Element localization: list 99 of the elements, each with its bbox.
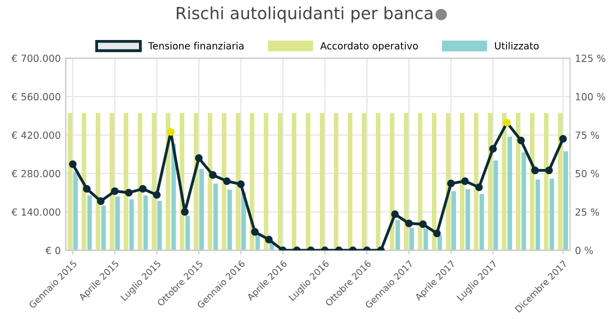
point [223, 177, 231, 185]
bar [424, 228, 428, 250]
bar [278, 113, 282, 250]
legend-label: Utilizzato [495, 42, 539, 50]
bar [530, 113, 534, 250]
bar [199, 169, 204, 250]
bar [522, 152, 526, 250]
bar [320, 113, 324, 250]
bar [152, 113, 156, 250]
point [489, 145, 497, 153]
point [96, 197, 105, 205]
point [517, 136, 525, 144]
point [167, 128, 175, 136]
point [209, 171, 217, 179]
legend-label: Tensione finanziaria [148, 42, 244, 50]
point [138, 185, 147, 193]
point [531, 166, 539, 174]
y-tick-label: € 560.000 [11, 93, 60, 100]
point [447, 180, 455, 188]
bar [452, 191, 456, 250]
bar [460, 113, 464, 250]
bar [432, 113, 436, 250]
point [475, 183, 483, 192]
bar [508, 136, 512, 250]
y2-tick-label: 100 % [576, 93, 606, 100]
bar [446, 113, 450, 250]
bar [87, 195, 92, 250]
bar [264, 113, 268, 250]
bar [410, 228, 414, 250]
bar [73, 172, 78, 250]
y2-tick-label: 125 % [576, 54, 606, 62]
bar [129, 199, 134, 250]
bar [438, 235, 442, 250]
point [559, 135, 567, 143]
bar [474, 113, 478, 250]
bar [306, 113, 310, 250]
bar [157, 200, 162, 250]
bar [138, 113, 142, 250]
bar [564, 151, 568, 250]
point [68, 160, 77, 168]
bar [480, 194, 484, 250]
y-tick-label: € 140.000 [11, 208, 60, 216]
bar [376, 113, 380, 250]
bar [395, 220, 400, 250]
point [195, 154, 203, 162]
bar [362, 113, 366, 250]
bar [227, 190, 232, 250]
bar [558, 113, 562, 250]
y-tick-label: € 700.000 [11, 54, 60, 62]
point [391, 210, 399, 218]
bar [208, 113, 212, 250]
point [265, 236, 273, 244]
bar [96, 113, 100, 250]
bar [466, 189, 470, 250]
bar [488, 113, 492, 250]
y2-tick-label: 75 % [576, 131, 600, 139]
bar [185, 216, 190, 250]
bar [550, 178, 554, 250]
y2-tick-label: 25 % [576, 208, 600, 216]
bar [213, 184, 218, 250]
point [461, 177, 469, 185]
bar [516, 113, 520, 250]
y-tick-label: € 0 [45, 246, 60, 254]
point [503, 118, 511, 127]
bar [494, 160, 498, 250]
y2-tick-label: 50 % [576, 170, 600, 178]
y-tick-label: € 420.000 [11, 131, 60, 139]
bar [536, 179, 540, 250]
bar [82, 113, 86, 250]
bar [334, 113, 338, 250]
bar [115, 196, 120, 250]
bar [404, 113, 408, 250]
bar [502, 113, 506, 250]
point [82, 185, 91, 193]
chart-title: Rischi autoliquidanti per banca [176, 6, 432, 23]
point [124, 188, 133, 196]
bar [222, 113, 226, 250]
bar [250, 113, 254, 250]
bar [68, 113, 72, 250]
point [153, 191, 161, 199]
bar [236, 113, 240, 250]
bar [101, 206, 106, 250]
point [251, 228, 259, 236]
bar [348, 113, 352, 250]
legend-label: Accordato operativo [320, 42, 418, 52]
point [237, 180, 245, 188]
bar [292, 113, 296, 250]
point [405, 220, 413, 228]
bar [544, 113, 548, 250]
point [433, 230, 441, 238]
point [545, 166, 553, 174]
point [181, 208, 189, 216]
bar [418, 113, 422, 250]
point [419, 220, 427, 228]
point [110, 187, 119, 195]
bar [143, 195, 148, 250]
bar [390, 113, 394, 250]
y2-tick-label: 0 % [576, 246, 593, 254]
y-tick-label: € 280.000 [11, 170, 60, 178]
